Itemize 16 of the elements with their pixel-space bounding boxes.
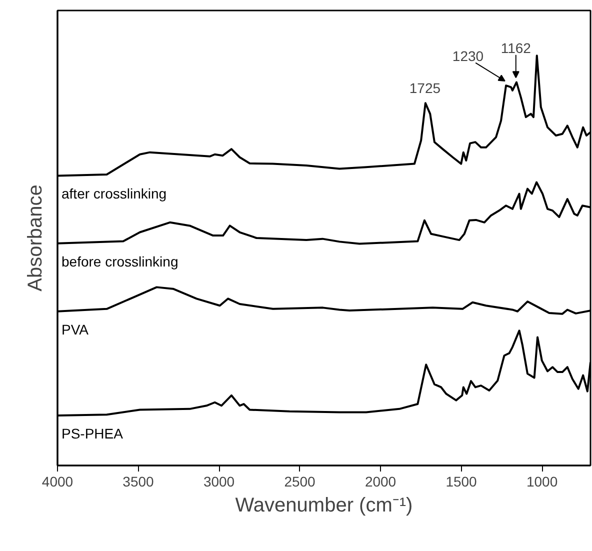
annotation: 1162 (500, 40, 532, 56)
x-axis-title: Wavenumber (cm⁻¹) (235, 494, 413, 516)
series-label: after crosslinking (62, 186, 167, 202)
x-tick-label: 2500 (284, 474, 316, 490)
x-tick-label: 3500 (122, 474, 154, 490)
x-tick-label: 3000 (203, 474, 235, 490)
x-tick-label: 4000 (42, 474, 74, 490)
series-label: before crosslinking (62, 253, 178, 270)
x-tick-label: 2000 (364, 474, 396, 490)
x-tick-label: 1000 (526, 474, 558, 490)
x-tick-label: 1500 (446, 474, 478, 490)
y-axis-title: Absorbance (24, 184, 46, 292)
series-label: PS-PHEA (62, 425, 124, 442)
annotation: 1725 (409, 80, 441, 96)
series-label: PVA (62, 321, 90, 338)
annotation: 1230 (452, 48, 484, 64)
